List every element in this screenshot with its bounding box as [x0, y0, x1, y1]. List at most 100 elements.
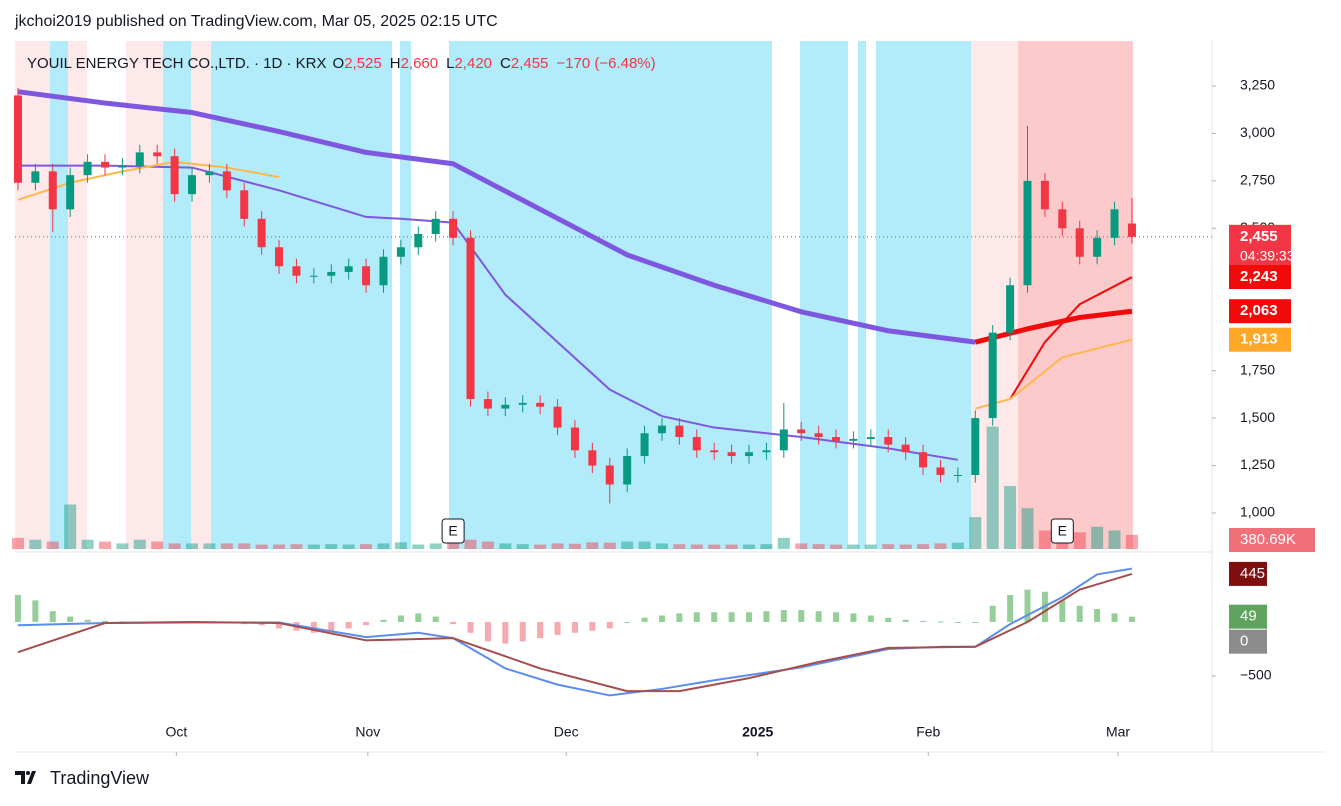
volume-bar	[655, 543, 668, 549]
footer: TradingView	[50, 768, 150, 788]
y-tick-label: 1,750	[1240, 361, 1275, 377]
volume-bar	[1021, 508, 1034, 549]
candle-body	[762, 450, 771, 453]
candle-body	[13, 95, 22, 183]
volume-bar	[1091, 526, 1104, 549]
macd-hist-bar	[1024, 589, 1031, 622]
y-tick-label: 1,500	[1240, 409, 1275, 425]
macd-hist-bar	[49, 611, 56, 622]
candle-body	[1093, 237, 1102, 257]
volume-bar	[621, 541, 634, 549]
moving-average	[1009, 276, 1133, 400]
volume-bar	[98, 541, 111, 549]
candle-body	[1040, 180, 1049, 210]
candle-body	[483, 399, 492, 409]
volume-bar	[64, 504, 77, 549]
candle-body	[170, 156, 179, 195]
earnings-label: E	[1058, 523, 1067, 539]
macd-hist-bar	[1076, 605, 1083, 622]
moving-average	[17, 160, 280, 201]
volume-bar	[516, 544, 529, 549]
candle-body	[553, 406, 562, 428]
candle-body	[901, 444, 910, 453]
volume-bar	[429, 543, 442, 549]
candle-body	[379, 256, 388, 286]
candle-body	[205, 171, 214, 176]
volume-bar	[46, 541, 59, 549]
macd-label-box	[1229, 629, 1267, 654]
y-tick-label: 3,250	[1240, 77, 1275, 93]
y-tick-label: 2,750	[1240, 172, 1275, 188]
macd-hist-bar	[746, 612, 753, 622]
volume-label-box	[1229, 528, 1315, 552]
candle-body	[31, 171, 40, 183]
logo	[15, 771, 36, 784]
volume-bar	[951, 542, 964, 549]
volume-bar	[551, 543, 564, 549]
candle-body	[866, 437, 875, 439]
price-label-box	[1229, 299, 1291, 324]
volume-bar	[238, 543, 251, 549]
candle-body	[640, 433, 649, 457]
candle-body	[919, 452, 928, 468]
volume-bar	[725, 544, 738, 549]
y-tick-label: 1,250	[1240, 456, 1275, 472]
macd-hist-bar	[328, 621, 335, 631]
moving-average	[17, 164, 959, 461]
earnings-box	[1050, 518, 1074, 544]
x-tick-label: 2025	[742, 724, 773, 740]
volume-bar	[1108, 530, 1121, 549]
moving-average	[974, 308, 1133, 345]
volume-bar	[708, 544, 721, 549]
header: jkchoi2019 published on TradingView.com,…	[14, 13, 498, 30]
volume-bar	[377, 543, 390, 549]
volume-bar	[1004, 485, 1017, 549]
candle-body	[327, 271, 336, 276]
macd-hist-bar	[450, 621, 457, 625]
l-key: L	[446, 55, 454, 72]
candle-body	[692, 437, 701, 451]
candle-body	[100, 161, 109, 168]
candle-body	[344, 266, 353, 272]
candle-body	[1075, 228, 1084, 257]
volume-bar	[986, 426, 999, 549]
candle-body	[832, 437, 841, 441]
macd-hist-bar	[920, 620, 927, 622]
volume-bar	[342, 544, 355, 549]
macd-hist-bar	[1128, 616, 1135, 622]
candle-body	[501, 404, 510, 409]
price-label: 2,243	[1240, 268, 1278, 285]
candle-body	[605, 465, 614, 485]
volume-bar	[307, 544, 320, 549]
macd-hist-bar	[676, 613, 683, 622]
volume-bar	[760, 544, 773, 549]
volume-bar	[412, 544, 425, 549]
candle-body	[396, 247, 405, 257]
volume-bar	[116, 543, 129, 549]
symbol: YOUIL ENERGY TECH CO.,LTD. · 1D · KRX	[27, 55, 327, 72]
macd-hist-bar	[1059, 600, 1066, 622]
candle-body	[849, 438, 858, 441]
candle-body	[362, 266, 371, 286]
macd-label: 49	[1240, 608, 1257, 625]
macd-hist-bar	[502, 621, 509, 644]
macd-hist-bar	[658, 615, 665, 622]
candle-body	[466, 237, 475, 400]
volume-bar	[273, 544, 286, 549]
candle-body	[118, 165, 127, 168]
candle-body	[292, 266, 301, 276]
candle-body	[135, 152, 144, 166]
macd-label-box	[1229, 604, 1267, 629]
candle-body	[240, 190, 249, 219]
macd-hist-bar	[989, 605, 996, 622]
volume-bar	[586, 542, 599, 549]
price-label: 2,455	[1240, 228, 1278, 245]
volume-bar	[603, 542, 616, 549]
candle-body	[779, 429, 788, 451]
h-key: H	[390, 55, 401, 72]
volume-bar	[1125, 534, 1138, 549]
x-tick-label: Dec	[554, 724, 579, 740]
legend: YOUIL ENERGY TECH CO.,LTD. · 1D · KRX O2,…	[27, 55, 656, 72]
volume-bar	[934, 543, 947, 549]
